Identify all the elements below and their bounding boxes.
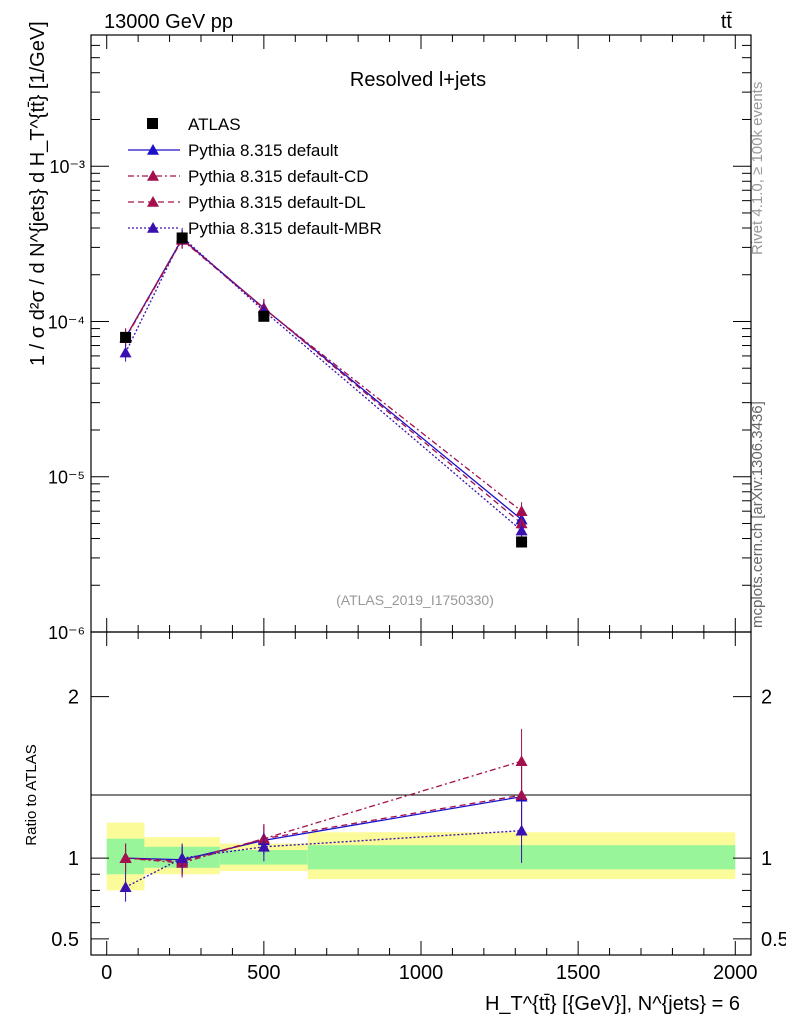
ratio-line-pythia-8-315-default-cd xyxy=(125,760,522,864)
main-y-tick-label: 10⁻⁵ xyxy=(48,468,85,488)
ratio-point-marker xyxy=(515,824,528,836)
ratio-y-axis-label: Ratio to ATLAS xyxy=(23,744,40,845)
rivet-label: Rivet 4.1.0, ≥ 100k events xyxy=(749,82,766,255)
ratio-line-pythia-8-315-default-mbr xyxy=(125,829,522,888)
atlas-data-point xyxy=(176,232,188,244)
x-tick-label: 1000 xyxy=(399,962,444,984)
mc-point-marker xyxy=(515,524,528,536)
ratio-y-tick-label: 0.5 xyxy=(51,929,79,951)
atlas-data-point xyxy=(120,331,132,343)
ratio-y-tick-label-right: 2 xyxy=(761,687,772,709)
ratio-y-tick-label: 1 xyxy=(68,848,79,870)
ratio-point-marker xyxy=(515,755,528,766)
atlas-data-point xyxy=(258,310,270,322)
ratio-point-marker xyxy=(257,840,270,852)
energy-label: 13000 GeV pp xyxy=(104,11,233,33)
x-tick-label: 0 xyxy=(101,962,112,984)
main-y-axis-label: 1 / σ d²σ / d N^{jets} d H_T^{tt̄} [1/Ge… xyxy=(27,21,49,366)
analysis-annotation: (ATLAS_2019_I1750330) xyxy=(336,592,494,608)
ratio-line-pythia-8-315-default-dl xyxy=(125,794,522,862)
atlas-data-point xyxy=(516,536,528,548)
legend-triangle-marker xyxy=(147,222,159,233)
x-tick-label: 500 xyxy=(247,962,280,984)
x-tick-label: 1500 xyxy=(556,962,601,984)
legend-triangle-marker xyxy=(147,170,159,181)
ratio-y-tick-label-right: 0.5 xyxy=(761,929,786,951)
x-axis-label: H_T^{tt̄} [{GeV}], N^{jets} = 6 xyxy=(485,993,740,1015)
ratio-panel: 0.5 0.5 1 1 2 2 0 500 1000 1500 2000 Ratio to ATLA… xyxy=(23,631,786,1015)
ratio-point-marker xyxy=(119,852,132,863)
main-y-tick-label: 10⁻⁶ xyxy=(48,623,85,643)
main-panel: 10⁻⁶ 10⁻⁵ 10⁻⁴ 10⁻³ Resolved l+jets (ATLAS_… xyxy=(27,21,752,643)
legend: ATLAS Pythia 8.315 default Pythia 8.315 de… xyxy=(128,115,382,238)
legend-label: Pythia 8.315 default-MBR xyxy=(188,219,382,238)
x-tick-label: 2000 xyxy=(713,962,758,984)
mcplots-label: mcplots.cern.ch [arXiv:1306.3436] xyxy=(749,401,766,628)
ratio-axes-layer: 0.5 0.5 1 1 2 2 0 500 1000 1500 2000 xyxy=(51,632,786,984)
legend-atlas-marker xyxy=(147,118,158,129)
ratio-frame xyxy=(90,631,752,956)
ratio-series-layer xyxy=(119,728,528,902)
ratio-point-marker xyxy=(515,789,528,800)
legend-atlas-label: ATLAS xyxy=(188,115,241,134)
main-series-layer xyxy=(119,228,528,548)
ratio-point-marker xyxy=(119,881,132,892)
main-title: Resolved l+jets xyxy=(350,69,486,91)
ratio-bands-layer xyxy=(106,822,736,891)
legend-label: Pythia 8.315 default-CD xyxy=(188,167,369,186)
ratio-y-tick-label-right: 1 xyxy=(761,848,772,870)
ratio-point-marker xyxy=(176,852,189,863)
main-y-tick-label: 10⁻³ xyxy=(49,157,85,177)
mc-point-marker xyxy=(515,505,528,516)
series-line-pythia-8-315-default-mbr xyxy=(124,235,522,532)
mc-point-marker xyxy=(119,346,132,358)
series-line-pythia-8-315-default xyxy=(125,237,522,521)
legend-triangle-marker xyxy=(147,196,159,207)
main-y-tick-label: 10⁻⁴ xyxy=(48,312,85,332)
ratio-y-tick-label: 2 xyxy=(68,687,79,709)
process-label: tt̄ xyxy=(721,11,733,33)
legend-triangle-marker xyxy=(147,144,159,155)
ratio-line-pythia-8-315-default xyxy=(125,796,522,861)
legend-label: Pythia 8.315 default xyxy=(188,141,339,160)
legend-label: Pythia 8.315 default-DL xyxy=(188,193,366,212)
main-axes-layer: 10⁻⁶ 10⁻⁵ 10⁻⁴ 10⁻³ xyxy=(48,34,751,643)
